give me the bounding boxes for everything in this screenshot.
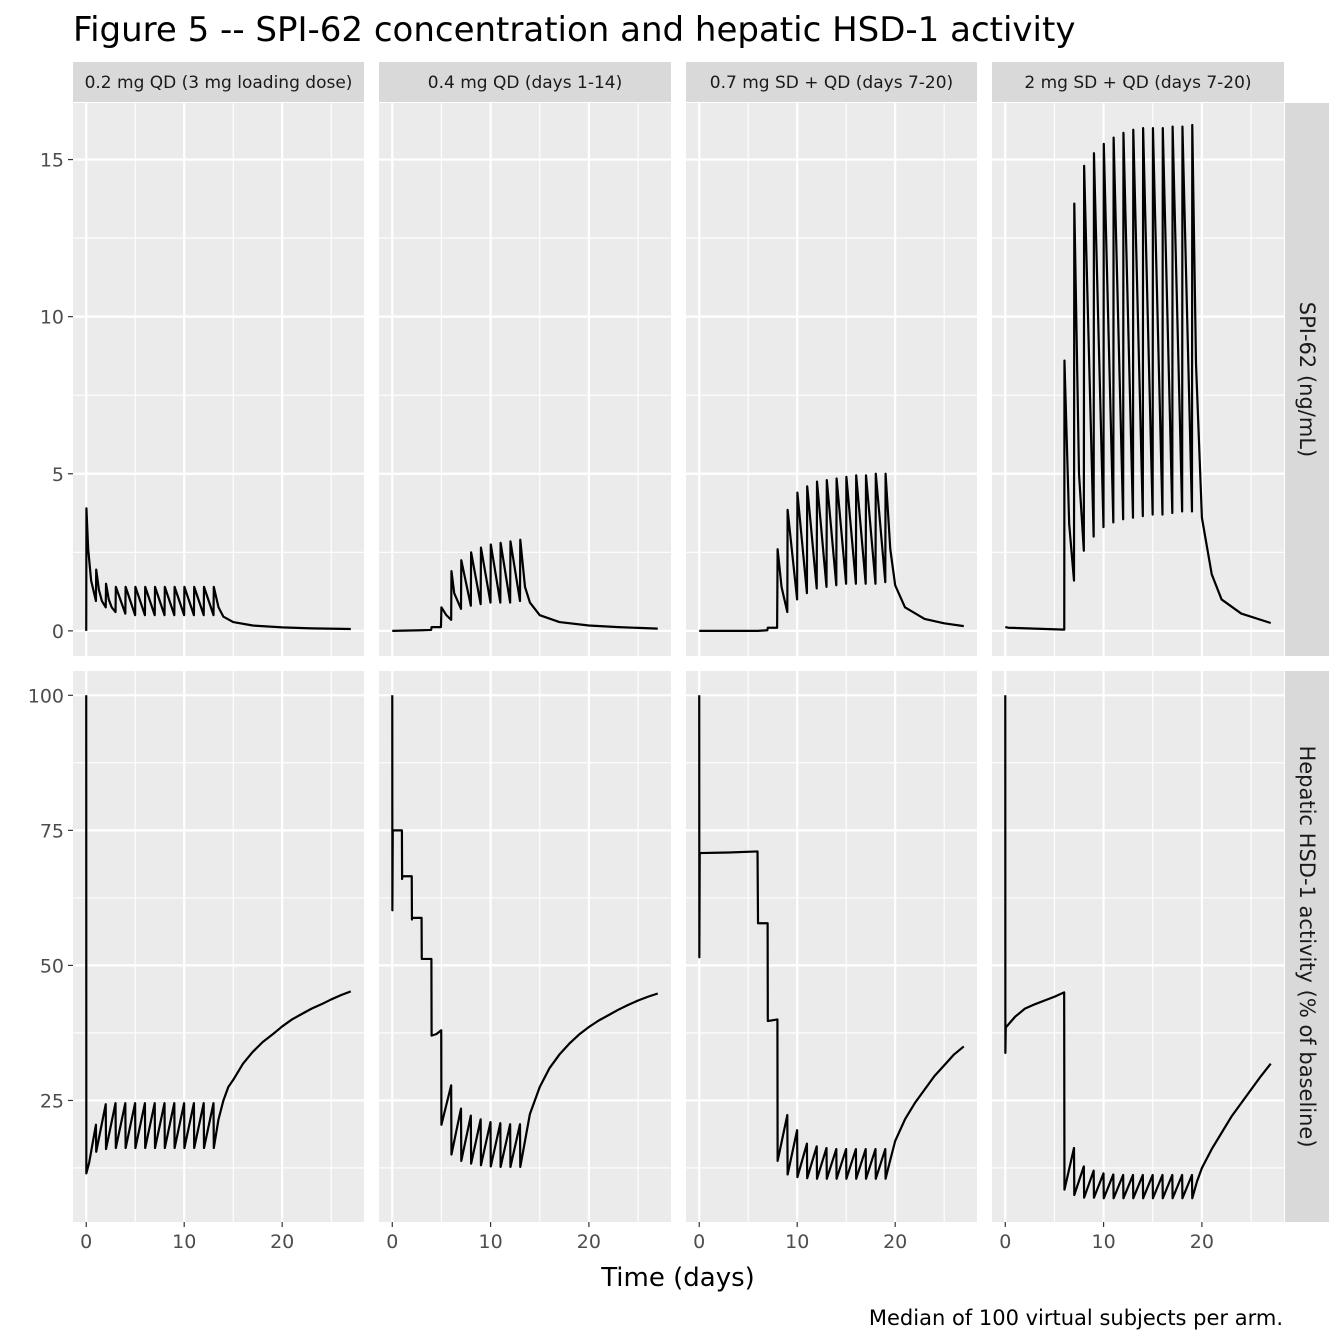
facet-panel bbox=[379, 671, 671, 1222]
x-tick-label: 0 bbox=[693, 1231, 705, 1253]
series-line bbox=[698, 695, 965, 1180]
facet-panel bbox=[686, 671, 977, 1222]
y-tick-label: 25 bbox=[40, 1090, 64, 1112]
y-tick-label: 15 bbox=[40, 150, 64, 172]
row-strip-label: Hepatic HSD-1 activity (% of baseline) bbox=[1295, 745, 1319, 1147]
y-tick-label: 0 bbox=[52, 621, 64, 643]
panel-background bbox=[992, 103, 1284, 656]
facet-panel bbox=[992, 671, 1284, 1222]
y-tick-label: 50 bbox=[40, 955, 64, 977]
series-line bbox=[391, 695, 659, 1168]
column-strip-label: 0.4 mg QD (days 1-14) bbox=[428, 73, 622, 93]
column-strip bbox=[686, 62, 977, 102]
column-strip-label: 0.7 mg SD + QD (days 7-20) bbox=[710, 73, 953, 93]
x-tick-label: 20 bbox=[270, 1231, 294, 1253]
x-tick-label: 10 bbox=[785, 1231, 809, 1253]
series-line bbox=[1005, 123, 1272, 631]
column-strip bbox=[379, 62, 671, 102]
column-strip bbox=[73, 62, 364, 102]
series-line bbox=[85, 695, 352, 1175]
x-tick-label: 20 bbox=[577, 1231, 601, 1253]
series-line bbox=[699, 472, 964, 632]
series-line bbox=[1004, 695, 1272, 1200]
x-tick-label: 10 bbox=[1091, 1231, 1115, 1253]
y-tick-label: 75 bbox=[40, 820, 64, 842]
y-tick-label: 5 bbox=[52, 464, 64, 486]
x-tick-label: 0 bbox=[80, 1231, 92, 1253]
column-strip-label: 2 mg SD + QD (days 7-20) bbox=[1024, 73, 1251, 93]
x-tick-label: 10 bbox=[478, 1231, 502, 1253]
x-tick-label: 0 bbox=[999, 1231, 1011, 1253]
facet-panel bbox=[73, 103, 364, 656]
facet-panel bbox=[686, 103, 977, 656]
row-strip bbox=[1285, 671, 1329, 1222]
panel-background bbox=[73, 103, 364, 656]
facet-panels bbox=[73, 103, 1284, 1222]
facet-panel bbox=[992, 103, 1284, 656]
chart-title: Figure 5 -- SPI-62 concentration and hep… bbox=[73, 10, 1075, 50]
row-strip bbox=[1285, 103, 1329, 656]
axes: 0 5 10 15 25 50 75 100 0 10 20 0 10 20 0 10 20 0 10 20 bbox=[28, 150, 1214, 1253]
facet-panel bbox=[73, 671, 364, 1222]
series-line bbox=[392, 538, 658, 632]
panel-background bbox=[686, 103, 977, 656]
chart-caption: Median of 100 virtual subjects per arm. bbox=[869, 1306, 1283, 1330]
y-tick-label: 10 bbox=[40, 307, 64, 329]
x-tick-label: 20 bbox=[1190, 1231, 1214, 1253]
facet-panel bbox=[379, 103, 671, 656]
row-strip-label: SPI-62 (ng/mL) bbox=[1295, 302, 1319, 457]
panel-background bbox=[379, 103, 671, 656]
y-tick-label: 100 bbox=[28, 685, 64, 707]
series-line bbox=[85, 507, 351, 631]
column-strip-label: 0.2 mg QD (3 mg loading dose) bbox=[85, 73, 353, 93]
x-tick-label: 0 bbox=[386, 1231, 398, 1253]
x-axis-title: Time (days) bbox=[600, 1263, 755, 1293]
panel-background bbox=[686, 671, 977, 1222]
x-tick-label: 20 bbox=[883, 1231, 907, 1253]
column-strip bbox=[992, 62, 1284, 102]
x-tick-label: 10 bbox=[172, 1231, 196, 1253]
panel-background bbox=[992, 671, 1284, 1222]
facet-strips: 0.2 mg QD (3 mg loading dose) 0.4 mg QD (… bbox=[73, 62, 1329, 1222]
